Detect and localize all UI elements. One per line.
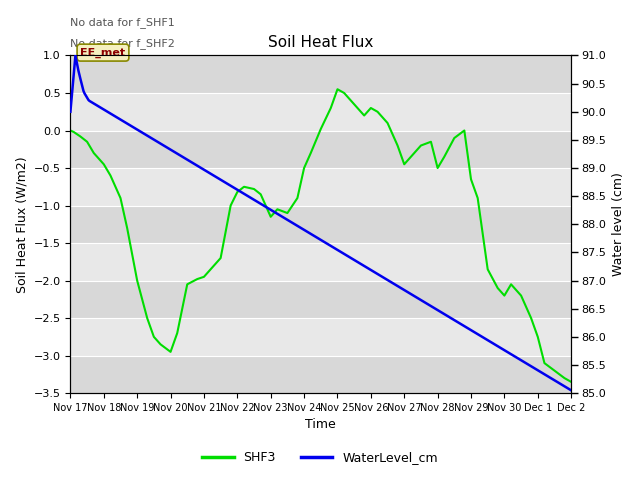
WaterLevel_cm bbox=[305, 230, 313, 236]
Line: WaterLevel_cm: WaterLevel_cm bbox=[70, 56, 571, 390]
SHF3 bbox=[567, 379, 575, 385]
Legend: SHF3, WaterLevel_cm: SHF3, WaterLevel_cm bbox=[197, 446, 443, 469]
Bar bbox=[70, 205, 571, 243]
X-axis label: Time: Time bbox=[305, 419, 336, 432]
SHF3 bbox=[333, 86, 341, 92]
WaterLevel_cm bbox=[556, 381, 564, 386]
SHF3 bbox=[307, 150, 315, 156]
Bar bbox=[70, 131, 571, 168]
SHF3 bbox=[294, 195, 301, 201]
WaterLevel_cm bbox=[478, 334, 486, 339]
WaterLevel_cm bbox=[67, 109, 74, 115]
Y-axis label: Water level (cm): Water level (cm) bbox=[612, 172, 625, 276]
Title: Soil Heat Flux: Soil Heat Flux bbox=[268, 35, 374, 50]
SHF3 bbox=[67, 128, 74, 133]
Line: SHF3: SHF3 bbox=[70, 89, 571, 382]
Text: No data for f_SHF2: No data for f_SHF2 bbox=[70, 38, 175, 49]
Text: EE_met: EE_met bbox=[81, 48, 125, 58]
SHF3 bbox=[417, 143, 425, 148]
Bar bbox=[70, 356, 571, 393]
WaterLevel_cm bbox=[365, 266, 373, 272]
Text: No data for f_SHF1: No data for f_SHF1 bbox=[70, 18, 175, 28]
SHF3 bbox=[561, 375, 568, 381]
SHF3 bbox=[207, 266, 214, 272]
Y-axis label: Soil Heat Flux (W/m2): Soil Heat Flux (W/m2) bbox=[15, 156, 28, 293]
SHF3 bbox=[193, 276, 201, 282]
Bar bbox=[70, 56, 571, 93]
WaterLevel_cm bbox=[567, 387, 575, 393]
WaterLevel_cm bbox=[72, 53, 79, 59]
WaterLevel_cm bbox=[339, 250, 346, 256]
Bar bbox=[70, 281, 571, 318]
WaterLevel_cm bbox=[308, 232, 316, 238]
